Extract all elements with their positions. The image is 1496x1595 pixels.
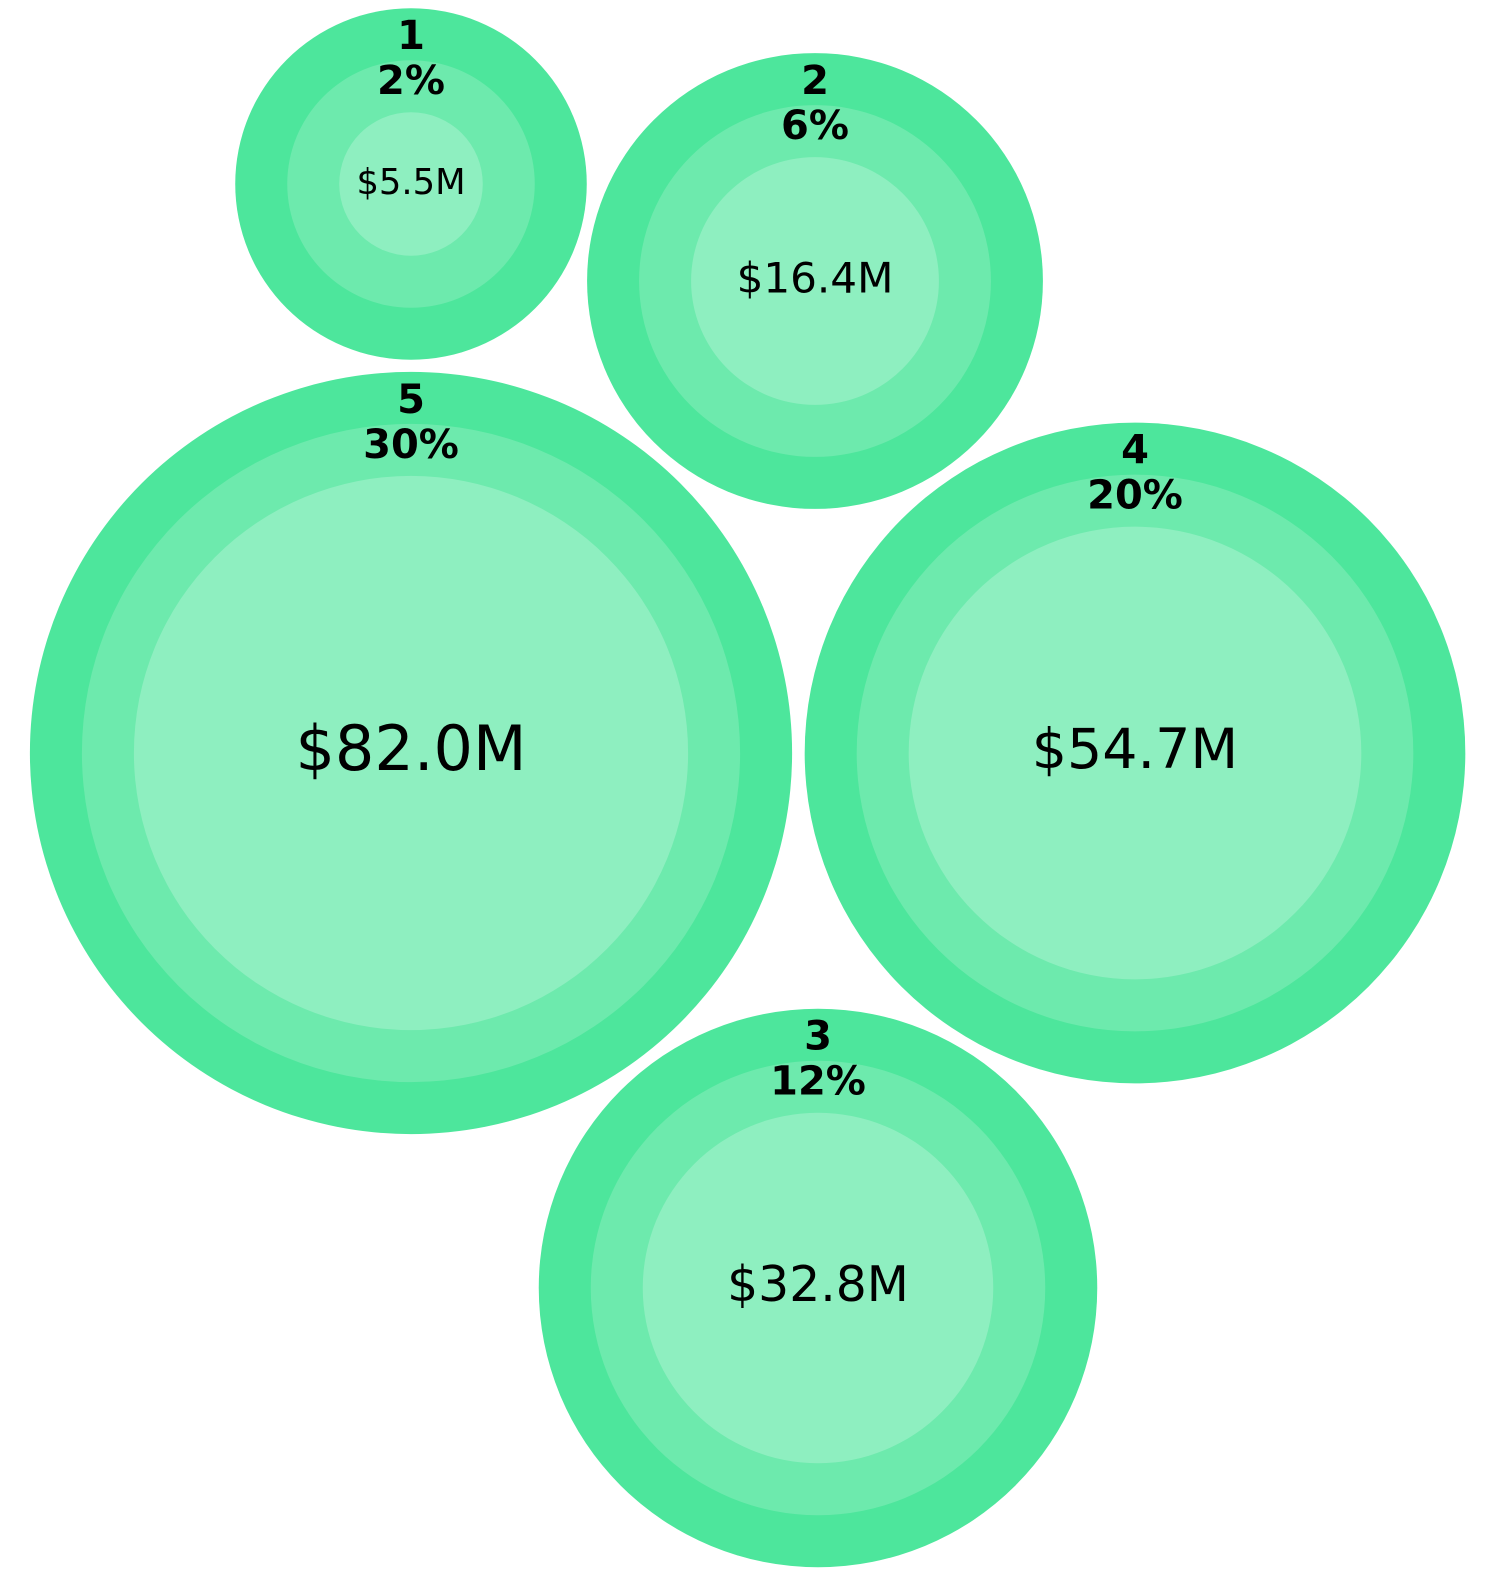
bubble-name: 2 <box>801 58 829 104</box>
share-label: 12% <box>770 1059 866 1105</box>
bubble <box>339 112 483 256</box>
share-label: 30% <box>363 422 459 468</box>
bubble-name: 3 <box>804 1014 832 1060</box>
bubble-name: 1 <box>397 13 425 59</box>
share-label: 20% <box>1087 473 1183 519</box>
value-label: $5.5M <box>356 162 465 203</box>
bubble-name: 5 <box>397 377 425 423</box>
value-label: $54.7M <box>1032 718 1238 782</box>
bubble <box>691 157 939 405</box>
bubble <box>908 526 1362 980</box>
share-label: 6% <box>781 103 849 149</box>
share-label: 2% <box>377 58 445 104</box>
bubble-name: 4 <box>1121 428 1149 474</box>
bubble <box>642 1112 994 1464</box>
value-label: $32.8M <box>727 1256 909 1313</box>
value-label: $82.0M <box>295 712 526 785</box>
bubble <box>133 475 689 1031</box>
value-label: $16.4M <box>737 254 894 303</box>
